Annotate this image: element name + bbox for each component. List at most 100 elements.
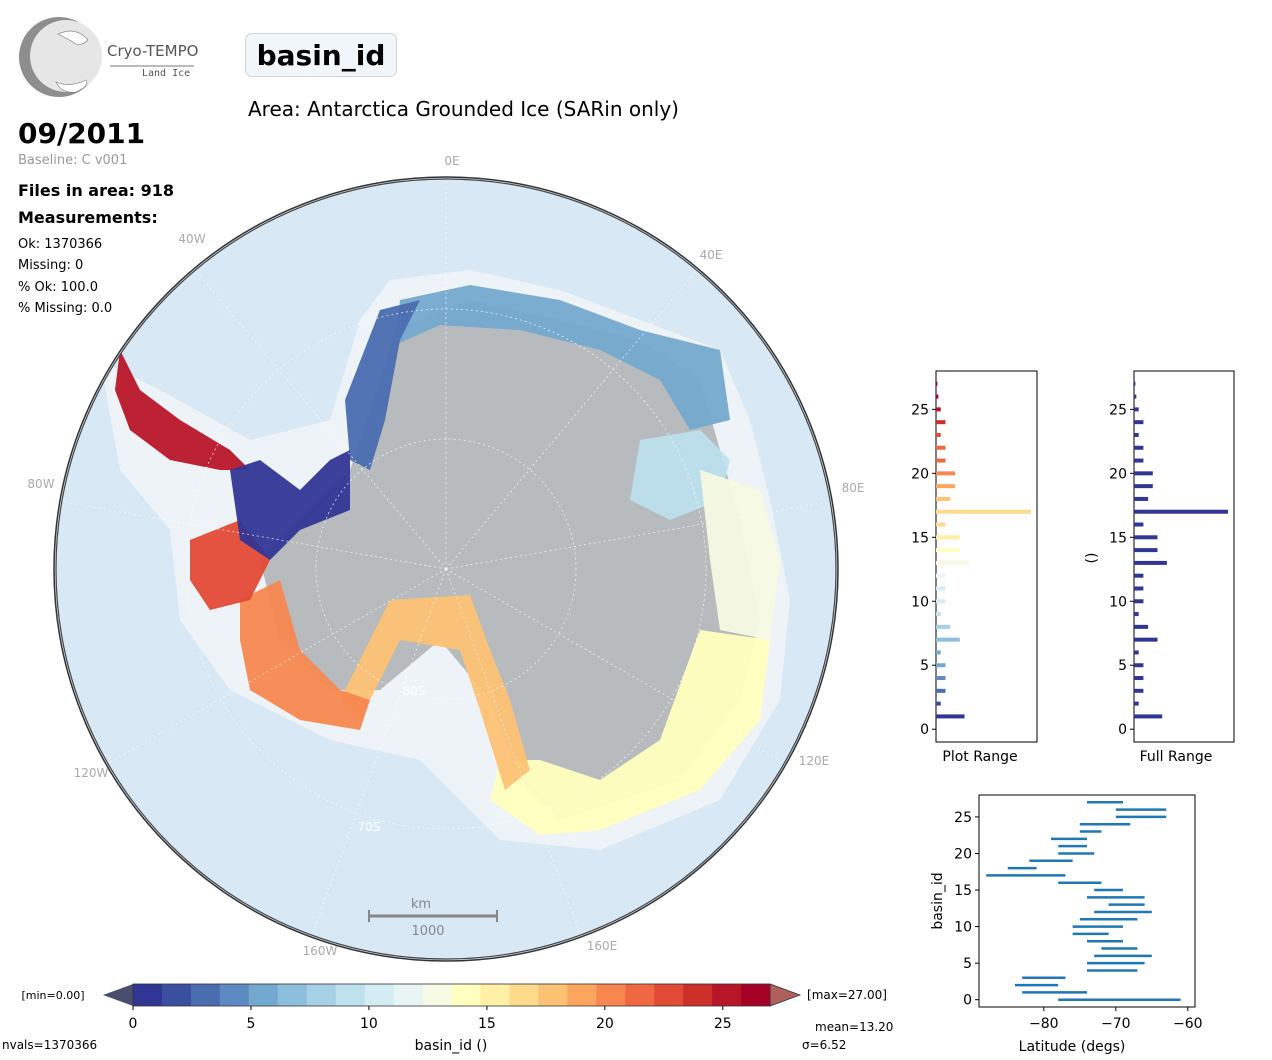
hist-bar	[936, 432, 941, 437]
hist-bar	[936, 445, 946, 450]
grounded-ice	[260, 300, 760, 820]
hist-plot-xlabel: Plot Range	[942, 749, 1017, 765]
antarctica-map: 0E 40W 40E 80W 80E 120W 120E 160W 160E 8…	[27, 154, 865, 962]
colorbar-cell	[567, 984, 597, 1006]
histogram-panels: 0 5 10 15 20 25 Plot Range 0 5 10 15 20 25 Full Ra…	[911, 370, 1235, 765]
colorbar-tick-label: 20	[596, 1016, 614, 1032]
hist-bar	[936, 701, 941, 706]
logo-name: Cryo-TEMPO	[107, 42, 199, 60]
hist-bar	[1134, 381, 1136, 386]
hist-bar	[1134, 599, 1144, 604]
sigma-label: σ=6.52	[802, 1038, 847, 1052]
colorbar-cell	[480, 984, 510, 1006]
hist-ytick-label: 10	[911, 594, 929, 610]
hist-bar	[1134, 407, 1139, 412]
hist-bar	[1134, 650, 1139, 655]
hist-ytick-label: 10	[1109, 594, 1127, 610]
lat-label-80s: 80S	[403, 684, 426, 698]
hist-bar	[1134, 509, 1228, 514]
colorbar-cell	[306, 984, 337, 1006]
hist-bar	[936, 496, 951, 501]
stat-missing: Missing: 0	[18, 258, 84, 273]
lat-xtick-label: −70	[1101, 1016, 1131, 1032]
hist-bar	[1134, 394, 1137, 399]
colorbar-cell	[451, 984, 481, 1006]
hist-bar	[936, 381, 938, 386]
hist-bar	[1134, 496, 1149, 501]
hist-bar	[936, 394, 939, 399]
hist-bar	[936, 637, 960, 642]
hist-bar	[1134, 432, 1139, 437]
cryotempo-logo: Cryo-TEMPO Land Ice	[18, 16, 203, 100]
colorbar-cell	[161, 984, 192, 1006]
colorbar-tick-label: 10	[360, 1016, 378, 1032]
hist-bar	[1134, 471, 1153, 476]
hist-bar	[1134, 522, 1144, 527]
lat-ytick-label: 25	[954, 810, 972, 826]
colorbar-cell	[596, 984, 626, 1006]
variable-title: basin_id	[245, 33, 397, 77]
scale-unit: km	[411, 897, 431, 912]
hist-bar	[1134, 624, 1149, 629]
lat-ytick-label: 20	[954, 846, 972, 862]
hist-bar	[1134, 701, 1139, 706]
lat-ytick-label: 5	[963, 956, 972, 972]
hist-bar	[936, 420, 946, 425]
colorbar-cell	[335, 984, 366, 1006]
hist-bar	[1134, 548, 1158, 553]
colorbar-label: basin_id ()	[415, 1038, 488, 1054]
hist-bar	[936, 548, 960, 553]
basin-pale-yellow	[490, 630, 770, 835]
hist-bar	[936, 522, 946, 527]
hist-bar	[936, 650, 941, 655]
basin-dark-red	[115, 350, 250, 470]
lat-label-70s: 70S	[358, 820, 381, 834]
lon-label-80e: 80E	[842, 481, 865, 495]
hist-bar	[1134, 573, 1144, 578]
stat-pct-missing: % Missing: 0.0	[18, 301, 113, 316]
colorbar: [min=0.00] [max=27.00] 0 5 10 15 20 25 basin_…	[21, 983, 887, 1054]
hist-bar	[1134, 420, 1144, 425]
lat-xtick-label: −60	[1173, 1016, 1203, 1032]
colorbar-cell	[654, 984, 684, 1006]
colorbar-outline	[132, 983, 771, 1007]
area-subtitle: Area: Antarctica Grounded Ice (SARin onl…	[248, 97, 679, 121]
hist-bar	[1134, 458, 1144, 463]
lat-ytick-label: 0	[963, 993, 972, 1009]
latitude-range-plot: −80 −70 −60 0 5 10 15 20 25 Latitude (degs) basi…	[930, 794, 1203, 1055]
hist-ytick-label: 0	[1118, 722, 1127, 738]
lat-ytick-label: 15	[954, 883, 972, 899]
basin-red-orange	[240, 580, 370, 730]
colorbar-cell	[741, 984, 771, 1006]
hist-bar	[936, 573, 946, 578]
colorbar-tick-label: 15	[478, 1016, 496, 1032]
colorbar-over-arrow	[769, 983, 802, 1007]
hist-ytick-label: 25	[1109, 402, 1127, 418]
hist-bar	[936, 484, 955, 489]
logo-subname: Land Ice	[142, 68, 191, 79]
colorbar-max-label: [max=27.00]	[807, 988, 887, 1002]
scale-bar: km 1000	[368, 897, 498, 939]
colorbar-tick-label: 5	[247, 1016, 256, 1032]
hist-bar	[936, 535, 960, 540]
lat-plot-frame	[978, 794, 1196, 1008]
hist-bar	[1134, 612, 1139, 617]
colorbar-min-label: [min=0.00]	[21, 989, 84, 1002]
hist-bar	[1134, 676, 1144, 681]
graticule	[56, 179, 836, 941]
stat-ok: Ok: 1370366	[18, 237, 103, 252]
hist-full-ylabel: ()	[1084, 553, 1100, 564]
basin-orange	[340, 595, 530, 790]
lon-label-40e: 40E	[700, 248, 723, 262]
baseline-label: Baseline: C v001	[18, 153, 128, 168]
hist-plot-frame	[935, 370, 1038, 743]
colorbar-cell	[625, 984, 655, 1006]
hist-full-xlabel: Full Range	[1140, 749, 1213, 765]
hist-bar	[936, 663, 946, 668]
colorbar-cell	[712, 984, 742, 1006]
measurements-heading: Measurements:	[18, 208, 158, 227]
files-count: Files in area: 918	[18, 181, 174, 200]
hist-bar	[936, 458, 946, 463]
hist-ytick-label: 0	[920, 722, 929, 738]
hist-ytick-label: 15	[911, 530, 929, 546]
